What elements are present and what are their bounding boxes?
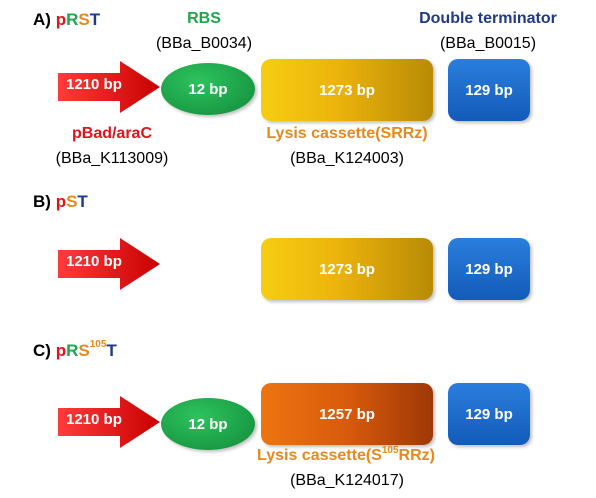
rbs-code: (BBa_B0034) [155,35,253,52]
arrow-shape-icon [58,238,160,290]
lysis-name-a: Lysis cassette(SRRz) [266,125,428,142]
lysis-name-c: Lysis cassette(S105RRz) [246,445,446,465]
panel-c-name-sup: 105 [89,339,107,350]
panel-c-name-r: R [66,341,79,360]
terminator-size-c: 129 bp [465,405,513,423]
panel-c-tag: C) [33,341,51,360]
panel-c-name-t: T [106,341,117,360]
terminator-box-b: 129 bp [448,238,530,300]
lysis-code-a: (BBa_K124003) [290,150,404,167]
panel-c-name-p: p [55,341,67,360]
rbs-size-a: 12 bp [188,80,228,98]
rbs-label: RBS [187,10,221,27]
panel-b-name-t: T [77,192,88,211]
rbs-size-c: 12 bp [188,415,228,433]
promoter-arrow-a: 1210 bp [58,61,160,113]
lysis-size-a: 1273 bp [319,81,375,99]
panel-a-name-s: S [78,10,90,29]
promoter-name: pBad/araC [71,125,153,142]
promoter-size-c: 1210 bp [66,411,122,428]
terminator-label: Double terminator [419,10,557,27]
terminator-size-a: 129 bp [465,81,513,99]
lysis-name-c-pre: Lysis cassette(S [257,447,382,464]
lysis-name-c-post: RRz) [398,447,435,464]
panel-a-name-t: T [89,10,101,29]
promoter-code: (BBa_K113009) [55,150,169,167]
lysis-box-b: 1273 bp [261,238,433,300]
panel-b-name-s: S [66,192,78,211]
terminator-box-a: 129 bp [448,59,530,121]
promoter-size-a: 1210 bp [66,76,122,93]
promoter-size-b: 1210 bp [66,253,122,270]
panel-b-tag: B) [33,192,51,211]
lysis-box-a: 1273 bp [261,59,433,121]
panel-c-title: C) pRS105T [33,339,117,361]
promoter-arrow-b: 1210 bp [58,238,160,290]
terminator-code: (BBa_B0015) [439,35,537,52]
terminator-size-b: 129 bp [465,260,513,278]
lysis-box-c: 1257 bp [261,383,433,445]
panel-c-name-s: S [78,341,90,360]
arrow-shape-icon [58,61,160,113]
lysis-code-c: (BBa_K124017) [290,472,404,489]
panel-a-name-r: R [66,10,79,29]
arrow-shape-icon [58,396,160,448]
rbs-ellipse-c: 12 bp [161,398,255,450]
panel-b-name-p: p [55,192,67,211]
lysis-size-c: 1257 bp [319,405,375,423]
panel-b-title: B) pST [33,192,88,212]
promoter-arrow-c: 1210 bp [58,396,160,448]
panel-a-name-p: p [55,10,67,29]
panel-a-tag: A) [33,10,51,29]
lysis-size-b: 1273 bp [319,260,375,278]
terminator-box-c: 129 bp [448,383,530,445]
rbs-ellipse-a: 12 bp [161,63,255,115]
lysis-name-c-sup: 105 [381,445,399,456]
panel-a-title: A) pRST [33,10,100,30]
